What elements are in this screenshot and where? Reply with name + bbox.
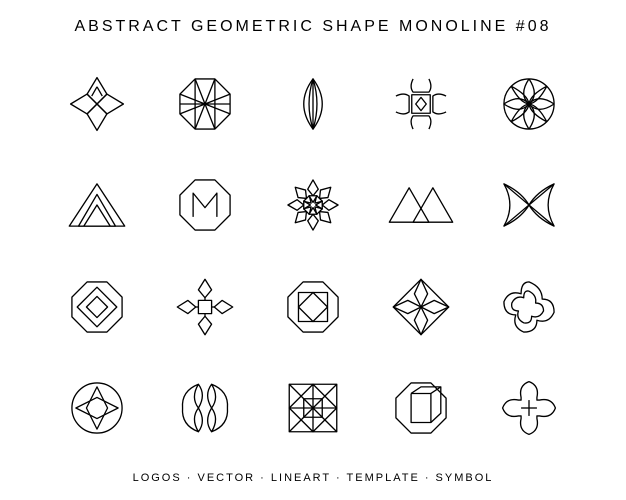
triangle-nested-icon bbox=[64, 172, 130, 238]
circle-petals-icon bbox=[496, 71, 562, 137]
snowflake-cross-icon bbox=[280, 172, 346, 238]
plus-arrows-icon bbox=[172, 274, 238, 340]
lattice-square-icon bbox=[280, 375, 346, 441]
octagon-cube-icon bbox=[388, 375, 454, 441]
clover-plus-icon bbox=[496, 375, 562, 441]
page-title: ABSTRACT GEOMETRIC SHAPE MONOLINE #08 bbox=[0, 18, 626, 36]
circle-cross-icon bbox=[64, 375, 130, 441]
octagon-facets-icon bbox=[172, 71, 238, 137]
square-flower-icon bbox=[388, 71, 454, 137]
double-triangle-icon bbox=[388, 172, 454, 238]
octagon-m-icon bbox=[172, 172, 238, 238]
vesica-leaf-icon bbox=[280, 71, 346, 137]
icon-grid bbox=[56, 66, 570, 446]
bean-pair-icon bbox=[172, 375, 238, 441]
diamond-cross-icon bbox=[388, 274, 454, 340]
page-footer: LOGOS · VECTOR · LINEART · TEMPLATE · SY… bbox=[0, 472, 626, 484]
butterfly-x-icon bbox=[496, 172, 562, 238]
octagon-diamond-icon bbox=[64, 274, 130, 340]
fourfold-arrows-icon bbox=[64, 71, 130, 137]
octagon-square-icon bbox=[280, 274, 346, 340]
quatrefoil-icon bbox=[496, 274, 562, 340]
